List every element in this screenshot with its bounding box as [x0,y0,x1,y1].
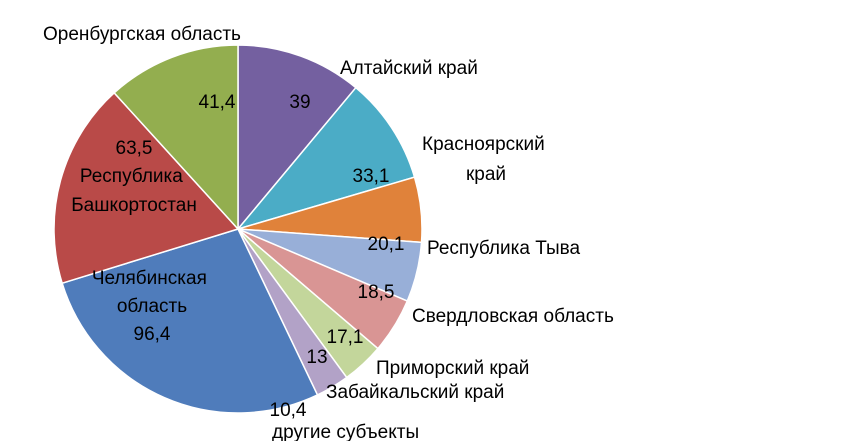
value-label-sverdlovsk: 18,5 [358,282,395,303]
pie-slices [53,44,423,414]
category-label-sverdlovsk: Свердловская область [412,306,614,327]
category-label-orenburg: Оренбургская область [43,24,241,45]
value-label-primorsky: 17,1 [327,327,364,348]
value-label-zabaikalsky: 13 [306,347,327,368]
value-label-chelyabinsk: 96,4 [134,324,171,345]
value-label-bashkortostan: 63,5 [116,138,153,159]
category-label-zabaikalsky: Забайкальский край [326,382,504,403]
pie-slice-chelyabinsk [61,228,319,414]
category-label-krasnoyarsk: Красноярский край [422,134,550,185]
value-label-orenburg: 41,4 [199,92,236,113]
category-label-chelyabinsk: Челябинская область [92,268,212,317]
value-label-tyva: 20,1 [368,234,405,255]
pie-slice-krasnoyarsk [235,86,416,231]
value-label-altai: 39 [289,92,310,113]
value-label-other: 10,4 [270,400,307,421]
category-label-tyva: Республика Тыва [427,238,581,259]
value-label-krasnoyarsk: 33,1 [353,166,390,187]
category-label-primorsky: Приморский край [376,358,529,379]
pie-labels: 39 33,1 20,1 18,5 17,1 13 10,4 96,4 63,5… [43,24,614,441]
pie-slice-altai [237,44,357,232]
category-label-other: другие субъекты [272,422,419,441]
category-label-altai: Алтайский край [340,58,478,79]
pie-slice-bashkortostan [53,91,240,285]
category-label-bashkortostan: Республика Башкортостан [71,166,197,216]
pie-slice-orenburg [113,44,239,231]
